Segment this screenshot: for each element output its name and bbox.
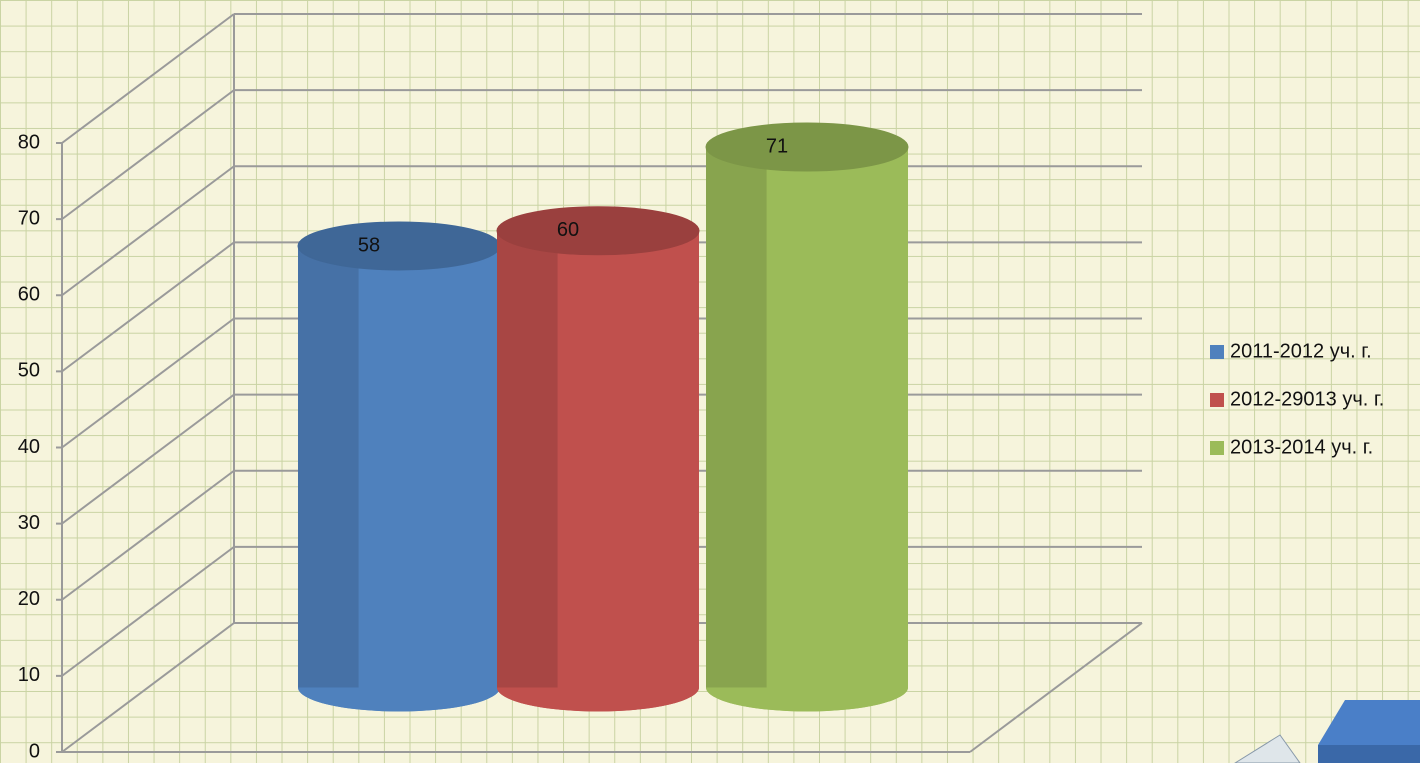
y-tick-label: 30 xyxy=(18,512,40,534)
grid-line xyxy=(61,317,235,449)
legend-swatch xyxy=(1210,345,1224,359)
legend-swatch xyxy=(1210,393,1224,407)
grid-line xyxy=(61,241,235,373)
decor-box xyxy=(1234,700,1420,763)
cylinder-top xyxy=(705,122,909,172)
grid-line xyxy=(61,393,235,525)
data-label: 58 xyxy=(358,234,380,256)
y-tick-label: 80 xyxy=(18,131,40,153)
cylinder-top xyxy=(297,221,501,271)
y-tick-label: 0 xyxy=(29,740,40,762)
y-tick-label: 60 xyxy=(18,284,40,306)
cylinder xyxy=(705,122,909,712)
grid-line xyxy=(61,546,235,677)
legend-swatch xyxy=(1210,441,1224,455)
data-label: 60 xyxy=(557,219,579,241)
floor-edge xyxy=(969,622,1143,753)
legend-label: 2013-2014 уч. г. xyxy=(1230,436,1373,458)
grid-line xyxy=(61,89,235,220)
grid-line xyxy=(61,622,235,753)
cylinder xyxy=(496,206,700,712)
y-tick-label: 40 xyxy=(18,436,40,458)
grid-line xyxy=(61,469,235,601)
y-tick-label: 70 xyxy=(18,207,40,229)
y-tick-label: 10 xyxy=(18,664,40,686)
legend-label: 2011-2012 уч. г. xyxy=(1230,340,1372,362)
y-tick-label: 50 xyxy=(18,360,40,382)
cylinder-top xyxy=(496,206,700,256)
data-label: 71 xyxy=(766,135,788,157)
legend-label: 2012-29013 уч. г. xyxy=(1230,388,1384,410)
y-tick-label: 20 xyxy=(18,588,40,610)
grid-line xyxy=(61,13,235,144)
grid-line xyxy=(61,165,235,297)
cylinder xyxy=(297,221,501,712)
